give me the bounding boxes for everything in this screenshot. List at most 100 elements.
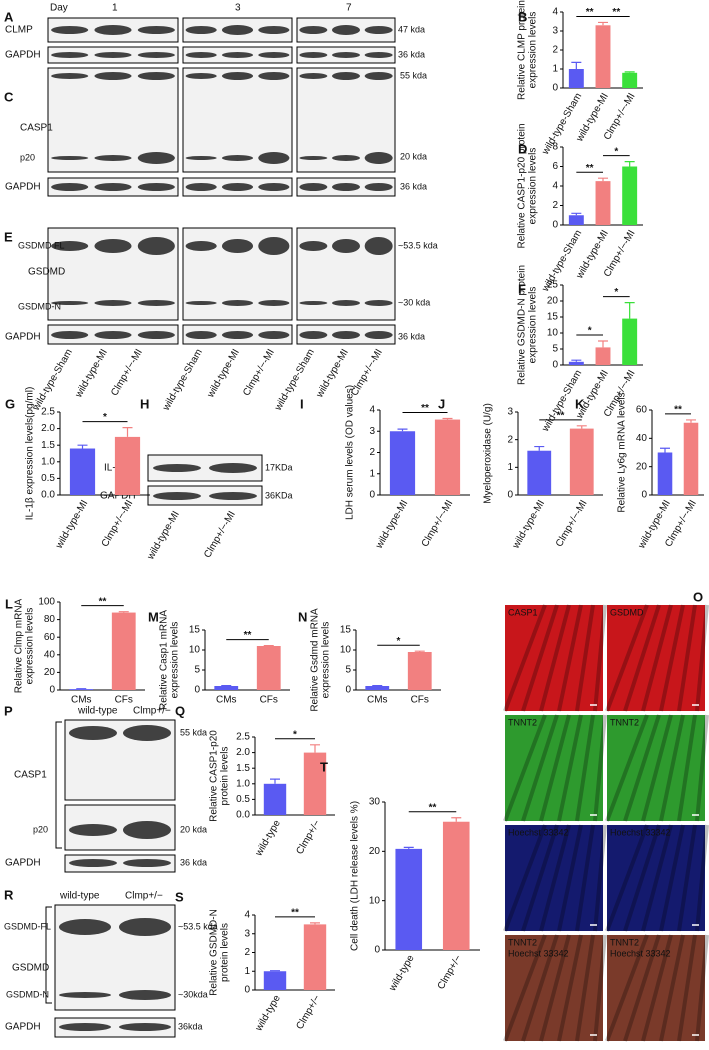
x-tick-label: wild-type-MI (510, 498, 547, 551)
texture (677, 824, 697, 932)
texture (695, 934, 709, 1042)
blot-band (137, 152, 175, 164)
blot-band (59, 992, 111, 998)
header: 7 (346, 3, 352, 14)
blot-band (69, 726, 117, 740)
y-tick-label: 1 (244, 966, 250, 977)
bar (303, 752, 327, 815)
texture (641, 714, 673, 822)
error-bar (270, 778, 280, 784)
texture (605, 714, 649, 822)
texture (557, 934, 583, 1042)
blot-band (299, 301, 328, 305)
blot-label: GSDMD FL (18, 240, 65, 250)
bar (568, 215, 584, 225)
texture (593, 824, 607, 932)
blot-label: GAPDH (5, 858, 41, 869)
bar (622, 72, 638, 88)
significance: ** (586, 163, 594, 174)
image-label: Hoechst 33342 (610, 827, 671, 837)
texture (695, 604, 709, 712)
blot-label: GSDMD-N (18, 301, 61, 311)
size-label: ~30 kda (398, 297, 430, 307)
blot-label: GSDMD-N (6, 989, 49, 999)
y-tick-label: 30 (369, 797, 381, 808)
error-bar (624, 161, 635, 167)
panel-letter: H (140, 396, 149, 411)
texture (557, 824, 583, 932)
blot-label: GAPDH (5, 332, 41, 343)
x-tick-label: CMs (367, 695, 388, 706)
size-label: 20 kda (180, 824, 207, 834)
bar (111, 612, 136, 690)
y-tick-label: 0.5 (236, 794, 250, 805)
blot-band (258, 331, 290, 339)
header: Clmp+/− (125, 891, 163, 902)
lane-label: wild-type-Sham (272, 347, 316, 413)
texture (677, 604, 697, 712)
texture (521, 824, 559, 932)
blot-band (51, 26, 89, 34)
error-bar (571, 61, 582, 69)
significance: ** (557, 410, 565, 421)
texture (593, 934, 607, 1042)
significance: * (397, 636, 401, 647)
error-bar (598, 177, 608, 182)
lane-label: wild-type-Sham (30, 347, 74, 413)
texture (659, 824, 685, 932)
y-axis-label: expression levels (528, 12, 539, 89)
blot-band (364, 52, 393, 58)
y-tick-label: 0 (552, 360, 558, 371)
blot-band (364, 237, 393, 255)
image-label: TNNT2 (610, 937, 639, 947)
blot-band (221, 300, 254, 306)
texture (605, 604, 649, 712)
blot-label: CLMP (5, 25, 33, 36)
significance: * (103, 412, 107, 423)
blot-band (299, 331, 328, 339)
y-axis-label: Relative Gsdmd mRNA (310, 608, 321, 712)
micrograph (505, 935, 603, 1041)
size-label: 36 kda (400, 181, 427, 191)
blot-band (299, 241, 328, 251)
x-tick-label: wild-type-MI (53, 498, 90, 551)
header: 1 (112, 3, 118, 14)
y-axis-label: LDH serum levels (OD values) (345, 385, 356, 520)
lane-label: wild-type-Sham (160, 347, 204, 413)
blot-band (258, 183, 290, 191)
x-tick-label: Clmp+/− (294, 993, 323, 1031)
blot-band (364, 300, 393, 306)
error-bar (660, 447, 670, 453)
blot-band (221, 183, 254, 191)
error-bar (534, 445, 545, 451)
panel-letter: G (5, 396, 15, 411)
y-tick-label: 4 (552, 181, 558, 192)
y-tick-label: 20 (547, 296, 559, 307)
blot-band (299, 73, 328, 79)
size-label: 36KDa (265, 490, 293, 500)
texture (557, 714, 583, 822)
micrograph (505, 605, 603, 711)
blot-band (299, 156, 328, 160)
bar (407, 652, 432, 690)
blot-band (59, 919, 111, 935)
texture (539, 604, 571, 712)
error-bar (118, 611, 129, 613)
error-bar (442, 417, 453, 420)
y-tick-label: 6 (552, 161, 558, 172)
blot-band (258, 300, 290, 306)
micrograph (607, 825, 705, 931)
size-label: 36 kda (398, 49, 425, 59)
blot-band (299, 183, 328, 191)
y-tick-label: 10 (189, 645, 201, 656)
bar (263, 783, 287, 815)
bar (303, 924, 327, 990)
blot-band (153, 492, 201, 500)
x-tick-label: wild-type (253, 993, 283, 1034)
lane-label: wild-type-MI (73, 347, 110, 400)
texture (593, 714, 607, 822)
significance: ** (99, 596, 107, 607)
y-tick-label: 5 (345, 665, 351, 676)
blot-label: GAPDH (5, 50, 41, 61)
